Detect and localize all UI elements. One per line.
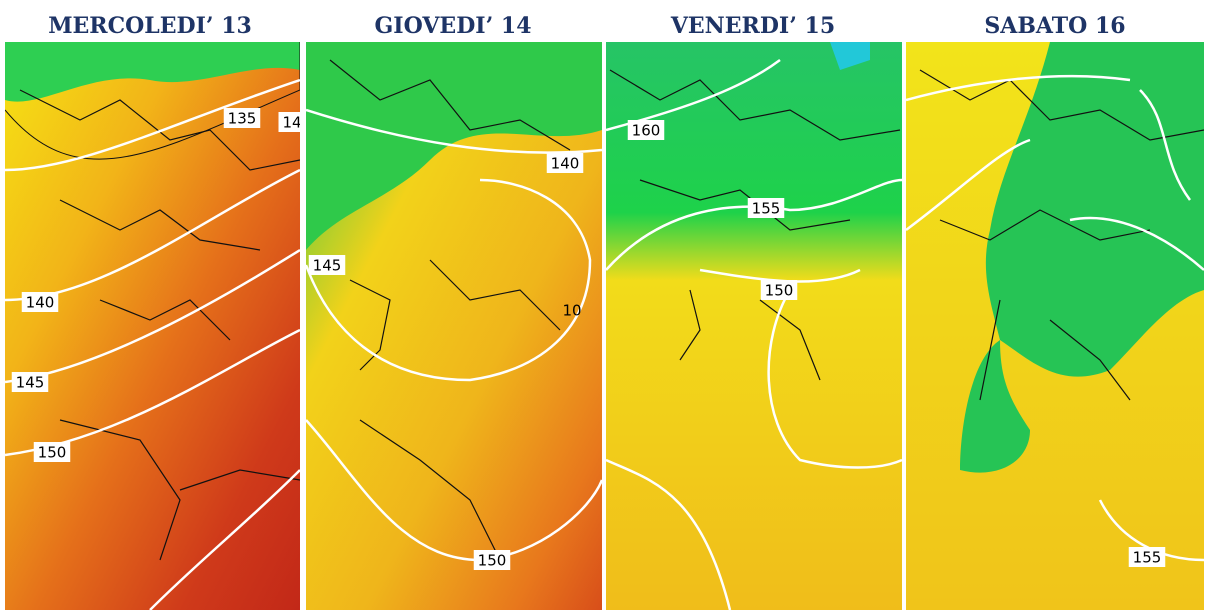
map-panel <box>5 42 300 610</box>
contour-label: 150 <box>38 444 67 462</box>
contour-labels: 160 155 150 <box>627 120 798 300</box>
contour-label: 140 <box>26 294 55 312</box>
contour-label: 160 <box>632 122 661 140</box>
contour-label: 135 <box>228 110 257 128</box>
day-title: VENERDI’ 15 <box>670 13 835 39</box>
contour-label: 140 <box>551 155 580 173</box>
contour-labels: 140 145 150 10 <box>308 153 584 570</box>
label-box <box>11 372 49 392</box>
label-box <box>627 120 665 140</box>
contour-label: 150 <box>478 552 507 570</box>
label-box <box>747 198 785 218</box>
label-box <box>473 550 511 570</box>
contour-label: 10 <box>562 302 581 320</box>
label-box <box>546 153 584 173</box>
contour-labels: 135 14 140 145 150 <box>11 108 301 462</box>
contour-label: 145 <box>313 257 342 275</box>
label-box <box>760 280 798 300</box>
label-box <box>278 112 300 132</box>
day-title: MERCOLEDI’ 13 <box>48 13 252 39</box>
label-box <box>1128 547 1166 567</box>
label-box <box>21 292 59 312</box>
contour-labels: 155 <box>1128 547 1166 567</box>
map-panel <box>306 42 602 610</box>
label-box <box>33 442 71 462</box>
contour-label: 150 <box>765 282 794 300</box>
day-title: GIOVEDI’ 14 <box>375 13 532 39</box>
label-box <box>308 255 346 275</box>
contour-label: 155 <box>752 200 781 218</box>
map-panel <box>906 42 1204 610</box>
day-title: SABATO 16 <box>984 13 1125 39</box>
contour-label: 145 <box>16 374 45 392</box>
label-box <box>223 108 261 128</box>
contour-label: 14 <box>282 114 301 132</box>
contour-label: 155 <box>1133 549 1162 567</box>
